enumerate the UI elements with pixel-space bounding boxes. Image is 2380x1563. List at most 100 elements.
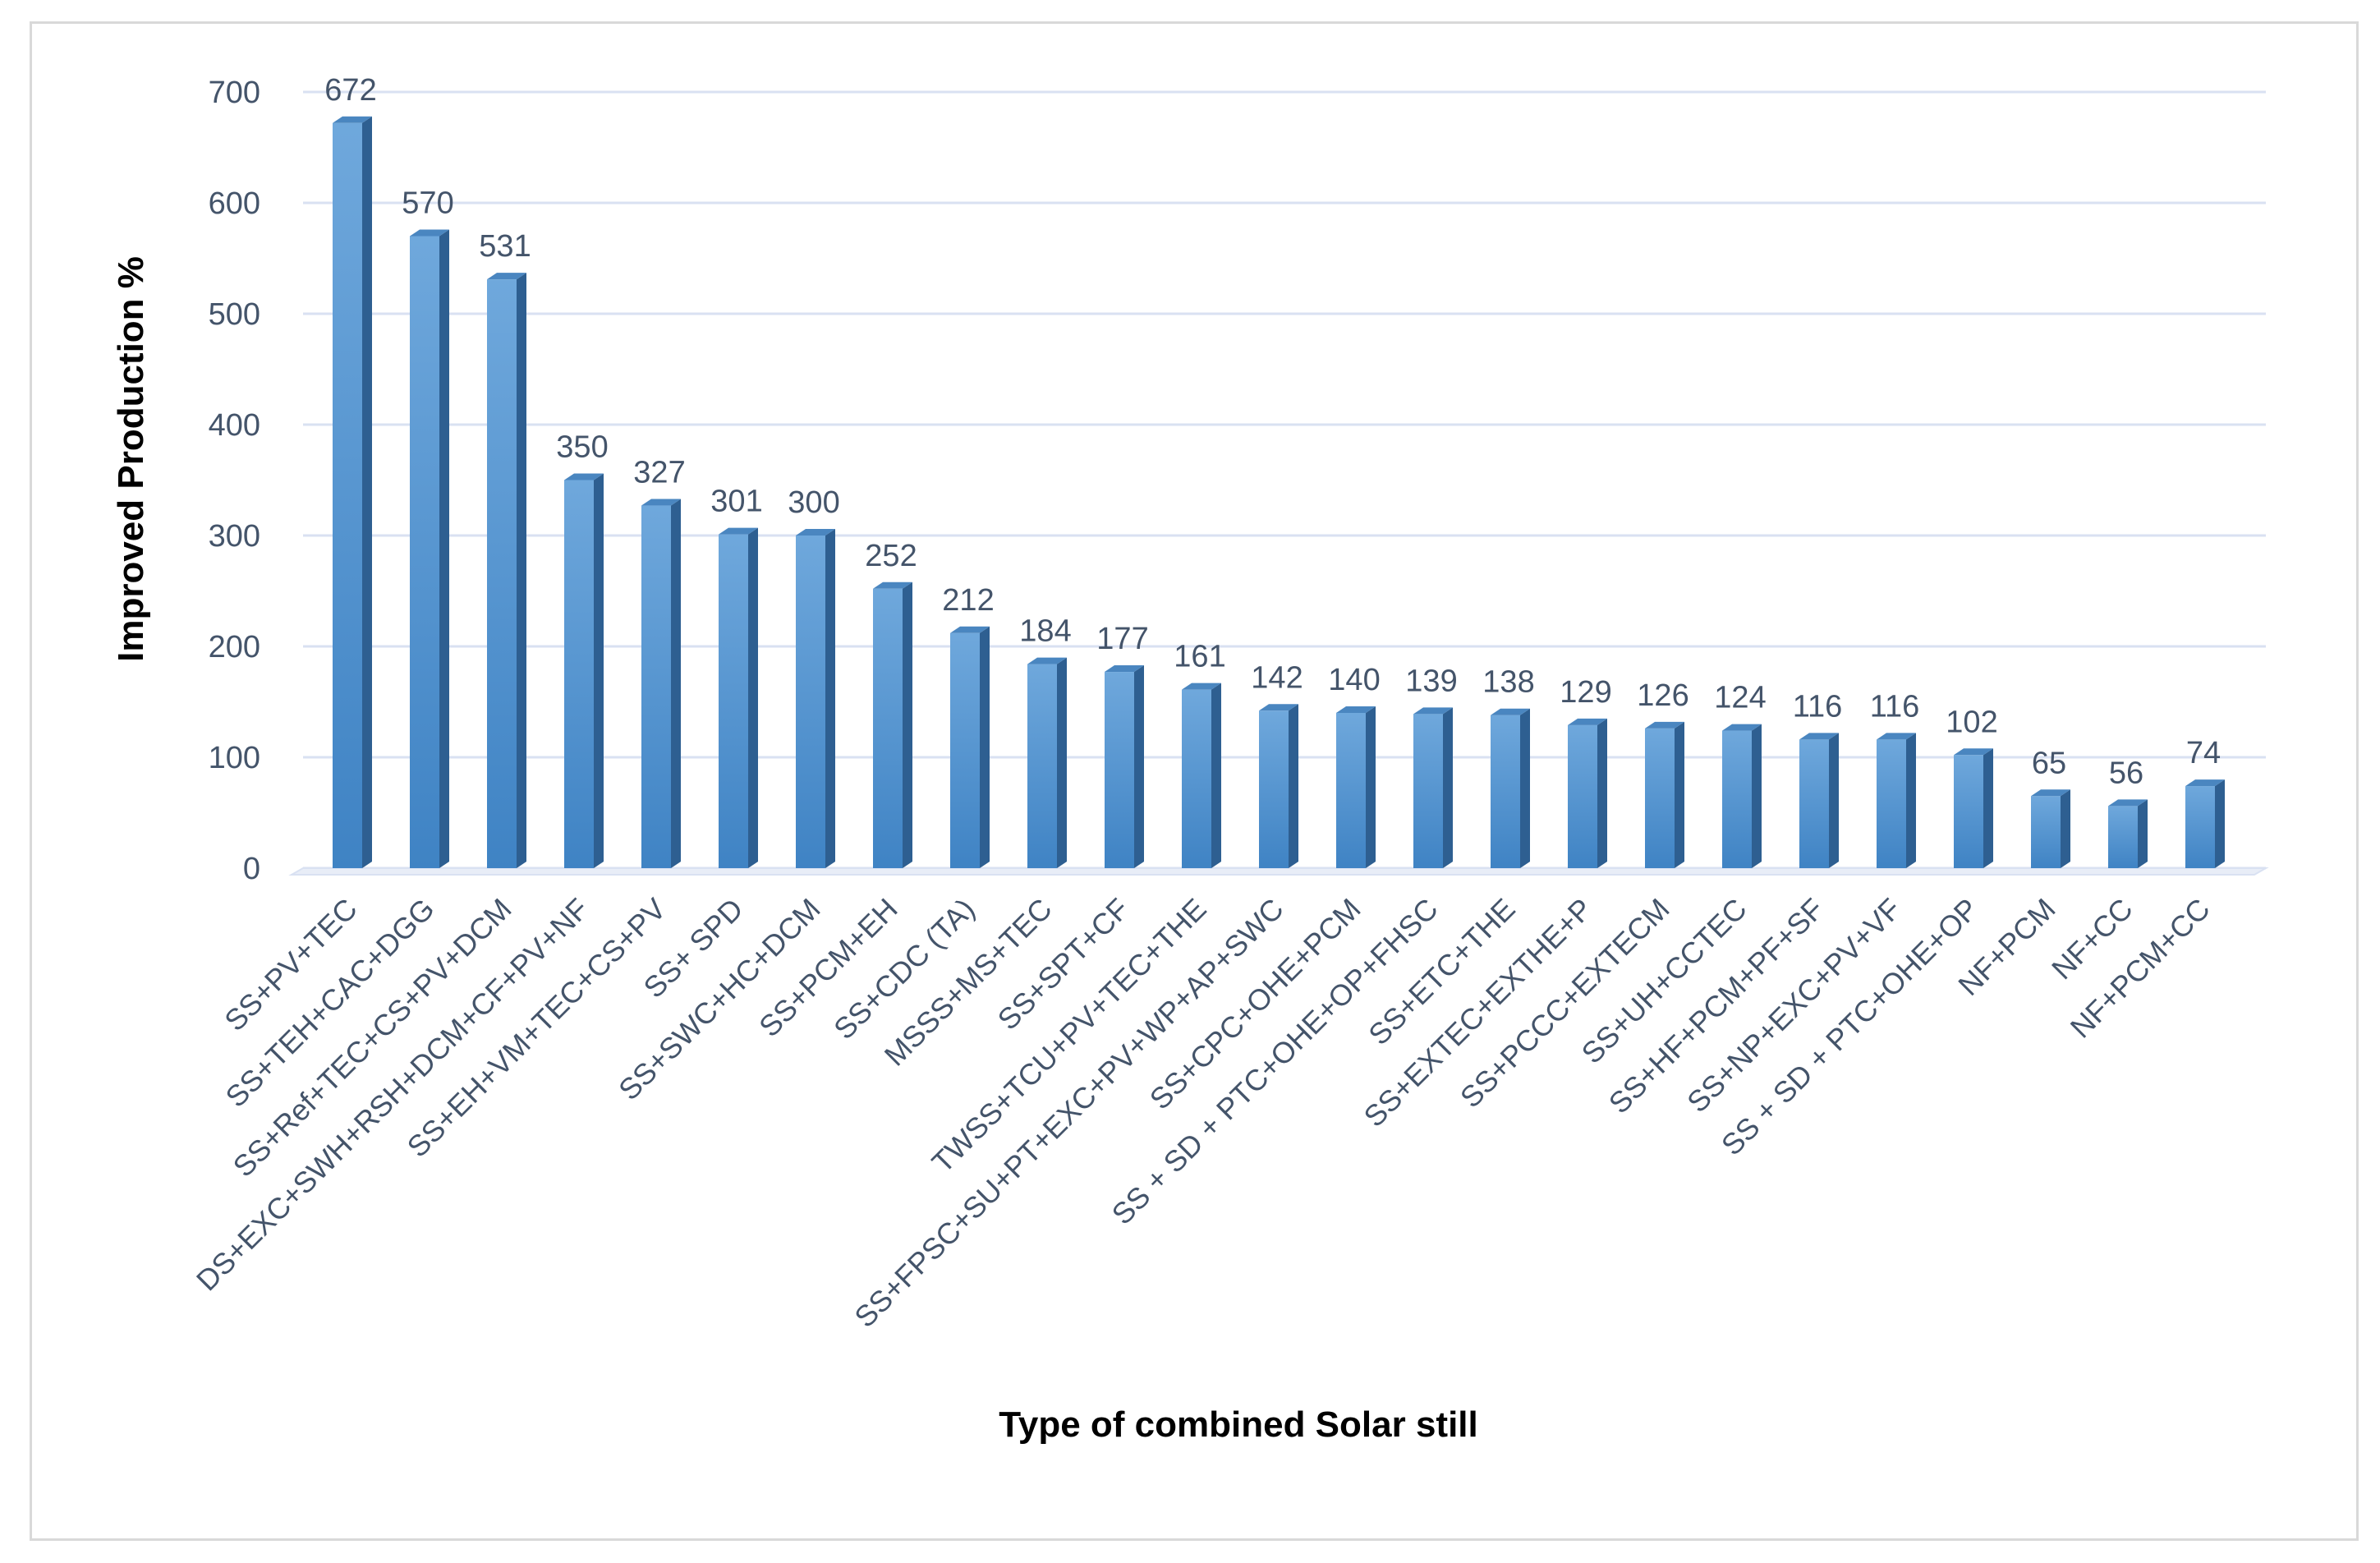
bar-side bbox=[1520, 708, 1530, 868]
bar bbox=[1027, 657, 1067, 868]
bar-front bbox=[796, 536, 825, 868]
bar-top bbox=[564, 473, 604, 480]
bar bbox=[1182, 683, 1221, 868]
bar-front bbox=[2031, 796, 2061, 868]
data-label: 56 bbox=[2109, 756, 2143, 790]
y-tick-label: 400 bbox=[209, 408, 260, 443]
data-label: 116 bbox=[1793, 689, 1843, 724]
bar-side bbox=[1057, 657, 1067, 868]
bar-front bbox=[1336, 713, 1366, 868]
data-label: 672 bbox=[324, 73, 376, 108]
bar bbox=[1799, 733, 1839, 868]
bar-side bbox=[903, 582, 912, 868]
bar-front bbox=[487, 279, 517, 868]
data-label: 212 bbox=[942, 583, 994, 618]
bar-top bbox=[2108, 799, 2148, 807]
bar-front bbox=[2108, 806, 2138, 868]
bar-front bbox=[1799, 739, 1829, 868]
data-label: 301 bbox=[710, 485, 762, 519]
bar-top bbox=[1954, 748, 1993, 756]
bar-top bbox=[1259, 704, 1298, 711]
bar-side bbox=[1597, 718, 1607, 868]
bar bbox=[487, 273, 526, 868]
bar-front bbox=[410, 236, 439, 868]
bar bbox=[2031, 789, 2070, 868]
bar bbox=[410, 229, 449, 868]
bar-top bbox=[1413, 707, 1453, 715]
gridlines bbox=[288, 90, 2269, 876]
bar bbox=[1259, 704, 1298, 868]
bar-front bbox=[1722, 730, 1752, 868]
data-label: 252 bbox=[865, 539, 917, 573]
bar bbox=[1336, 706, 1376, 868]
bar-front bbox=[2185, 786, 2215, 868]
bar-top bbox=[333, 116, 372, 123]
data-label: 139 bbox=[1405, 664, 1457, 698]
bar bbox=[2185, 779, 2225, 868]
bar bbox=[1491, 708, 1530, 868]
y-tick-label: 0 bbox=[243, 852, 260, 886]
bar-side bbox=[1211, 683, 1221, 868]
bar bbox=[1954, 748, 1993, 868]
data-label: 116 bbox=[1870, 689, 1920, 724]
bar bbox=[564, 473, 604, 868]
bars bbox=[333, 116, 2225, 869]
bar-side bbox=[748, 527, 758, 868]
bar bbox=[950, 626, 990, 868]
bar-top bbox=[410, 229, 449, 237]
bar-top bbox=[719, 527, 758, 535]
bar-front bbox=[1568, 724, 1597, 868]
chart-frame: 0 100 200 300 400 500 600 700 672 570 531 350 327 30… bbox=[30, 21, 2359, 1541]
bar-front bbox=[333, 122, 362, 869]
bar bbox=[1105, 665, 1144, 868]
bar-side bbox=[362, 116, 372, 869]
y-tick-label: 100 bbox=[209, 741, 260, 775]
data-label: 102 bbox=[1946, 705, 1997, 739]
data-label: 300 bbox=[788, 485, 839, 520]
bar bbox=[333, 116, 372, 869]
y-axis-title: Improved Production % bbox=[111, 256, 151, 662]
bar-top bbox=[1877, 733, 1916, 740]
data-label: 184 bbox=[1019, 614, 1071, 649]
chart-canvas: 0 100 200 300 400 500 600 700 672 570 531 350 327 30… bbox=[111, 73, 2269, 1445]
data-label: 142 bbox=[1251, 660, 1303, 695]
bar-top bbox=[1027, 657, 1067, 664]
bar-side bbox=[1752, 724, 1762, 868]
data-label: 65 bbox=[2032, 746, 2066, 780]
chart-floor bbox=[288, 867, 2269, 876]
bar-side bbox=[1906, 733, 1916, 868]
y-tick-label: 500 bbox=[209, 297, 260, 332]
bar-top bbox=[950, 626, 990, 633]
bar-front bbox=[719, 534, 748, 868]
bar-front bbox=[564, 480, 594, 868]
bar bbox=[1877, 733, 1916, 868]
bar-top bbox=[2185, 779, 2225, 787]
bar bbox=[719, 527, 758, 868]
data-label: 124 bbox=[1714, 681, 1766, 715]
bar-front bbox=[1027, 664, 1057, 868]
data-label: 327 bbox=[633, 456, 685, 490]
data-label: 126 bbox=[1637, 678, 1689, 713]
data-label: 531 bbox=[479, 229, 531, 264]
bar-front bbox=[641, 505, 671, 868]
bar-side bbox=[594, 473, 604, 868]
bar-side bbox=[517, 273, 526, 868]
bar-front bbox=[1954, 755, 1983, 868]
bar-side bbox=[671, 499, 681, 868]
bar-front bbox=[1259, 710, 1289, 868]
bar-top bbox=[1491, 708, 1530, 715]
bar-side bbox=[1289, 704, 1298, 868]
data-label: 138 bbox=[1482, 665, 1534, 700]
bar-top bbox=[796, 529, 835, 536]
bar bbox=[873, 582, 912, 868]
x-axis-title: Type of combined Solar still bbox=[999, 1404, 1478, 1445]
bar-side bbox=[1983, 748, 1993, 868]
bar-top bbox=[1645, 721, 1684, 729]
y-tick-label: 300 bbox=[209, 519, 260, 554]
bar-front bbox=[873, 588, 903, 868]
data-label: 140 bbox=[1328, 663, 1380, 697]
bar-top bbox=[487, 273, 526, 280]
bar-front bbox=[1645, 728, 1675, 868]
bar-front bbox=[1877, 739, 1906, 868]
bar-side bbox=[1366, 706, 1376, 868]
